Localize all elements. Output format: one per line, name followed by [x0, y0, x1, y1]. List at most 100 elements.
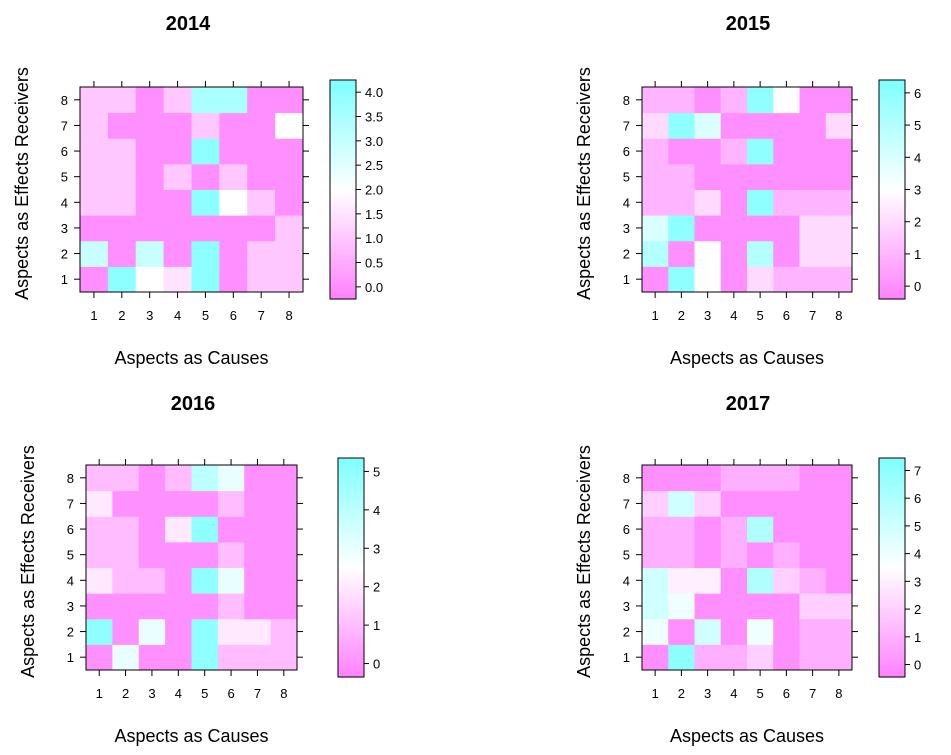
- colorbar-frame: [337, 457, 365, 678]
- heatmap-cell-2017-x1-y5: [642, 541, 669, 569]
- x-tick-label: 3: [146, 308, 153, 323]
- heatmap-cell-2017-x3-y7: [694, 490, 722, 517]
- colorbar-step: [879, 110, 905, 114]
- heatmap-cell-2014-x3-y3: [135, 215, 165, 242]
- x-tick-label: 8: [835, 308, 842, 323]
- colorbar-step: [330, 128, 356, 131]
- colorbar-step: [879, 189, 905, 193]
- heatmap-cell-2017-x4-y7: [720, 490, 748, 517]
- colorbar-step: [879, 466, 905, 470]
- colorbar-step: [338, 479, 364, 483]
- heatmap-cell-2016-x2-y2: [112, 618, 140, 645]
- colorbar-step: [879, 132, 905, 136]
- colorbar-step: [879, 86, 905, 90]
- heatmap-cell-2017-x7-y8: [799, 465, 827, 492]
- heatmap-cell-2017-x4-y5: [720, 541, 748, 569]
- heatmap-cell-2017-x4-y6: [720, 516, 748, 543]
- x-tick-label: 6: [230, 308, 237, 323]
- colorbar-step: [879, 196, 905, 199]
- colorbar-step: [338, 484, 364, 488]
- colorbar-step: [338, 633, 364, 636]
- heatmap-cell-2016-x3-y7: [138, 490, 166, 517]
- colorbar-step: [338, 602, 364, 606]
- colorbar-step: [879, 624, 905, 628]
- heatmap-cell-2017-x6-y2: [773, 618, 800, 645]
- colorbar-step: [330, 158, 356, 162]
- colorbar-step: [879, 97, 905, 101]
- heatmap-cell-2016-x1-y3: [86, 593, 113, 620]
- colorbar-tick-label: 5: [914, 519, 921, 534]
- heatmap-cell-2016-x1-y5: [86, 541, 113, 569]
- colorbar-step: [330, 121, 356, 125]
- heatmap-cell-2017-x8-y4: [825, 567, 853, 594]
- heatmap-cell-2016-x8-y7: [270, 490, 298, 517]
- heatmap-cell-2017-x6-y7: [773, 490, 800, 517]
- colorbar-step: [879, 174, 905, 177]
- colorbar-step: [338, 637, 364, 641]
- colorbar-step: [330, 259, 356, 263]
- colorbar-step: [879, 635, 905, 639]
- colorbar-step: [879, 244, 905, 248]
- colorbar-step: [338, 512, 364, 516]
- heatmap-cell-2015-x6-y4: [773, 189, 800, 216]
- heatmap-cell-2016-x1-y4: [86, 567, 113, 594]
- x-tick-label: 4: [174, 308, 181, 323]
- colorbar-step: [330, 277, 356, 280]
- colorbar-step: [330, 285, 356, 289]
- colorbar-step: [330, 237, 356, 241]
- colorbar-step: [879, 134, 905, 138]
- heatmap-cell-2014-x8-y3: [275, 215, 304, 242]
- colorbar-step: [330, 253, 356, 256]
- x-axis-label: Aspects as Causes: [670, 726, 824, 746]
- heatmap-cell-2015-x3-y8: [694, 87, 722, 114]
- colorbar-step: [330, 145, 356, 149]
- heatmap-cell-2014-x8-y6: [275, 138, 304, 165]
- colorbar-step: [338, 539, 364, 542]
- colorbar-step: [330, 123, 356, 127]
- colorbar-step: [879, 602, 905, 606]
- y-tick-label: 2: [67, 625, 74, 640]
- heatmap-cell-2014-x5-y8: [191, 87, 220, 114]
- colorbar-step: [330, 248, 356, 252]
- colorbar-step: [879, 641, 905, 645]
- colorbar-step: [879, 90, 905, 94]
- colorbar-step: [330, 119, 356, 123]
- colorbar-step: [879, 213, 905, 217]
- colorbar-step: [879, 84, 905, 88]
- heatmap-cell-2015-x2-y6: [668, 138, 695, 165]
- colorbar-step: [879, 637, 905, 641]
- x-tick-label: 1: [652, 686, 659, 701]
- colorbar-step: [879, 571, 905, 575]
- colorbar-step: [879, 655, 905, 658]
- heatmap-cell-2017-x2-y3: [668, 593, 695, 620]
- colorbar-step: [330, 279, 356, 283]
- colorbar-step: [879, 202, 905, 206]
- colorbar-step: [330, 255, 356, 258]
- colorbar-step: [879, 591, 905, 595]
- x-tick-label: 4: [175, 686, 182, 701]
- colorbar-step: [330, 163, 356, 167]
- colorbar-step: [338, 523, 364, 527]
- y-tick-label: 7: [61, 118, 68, 133]
- colorbar-step: [879, 460, 905, 463]
- heatmap-cell-2016-x1-y8: [86, 465, 113, 492]
- heatmap-cell-2015-x8-y8: [825, 87, 853, 114]
- colorbar-step: [879, 209, 905, 212]
- heatmap-cell-2015-x8-y6: [825, 138, 853, 165]
- colorbar-step: [879, 517, 905, 520]
- colorbar-step: [330, 274, 356, 278]
- colorbar-step: [879, 257, 905, 261]
- colorbar-step: [879, 292, 905, 296]
- colorbar-step: [330, 213, 356, 217]
- heatmap-cell-2015-x7-y4: [799, 189, 827, 216]
- colorbar-step: [338, 552, 364, 555]
- colorbar-step: [879, 268, 905, 272]
- colorbar-step: [879, 163, 905, 167]
- heatmap-cell-2014-x6-y4: [219, 189, 248, 216]
- colorbar-step: [338, 499, 364, 503]
- colorbar-step: [879, 589, 905, 593]
- colorbar-step: [338, 462, 364, 466]
- colorbar-step: [879, 593, 905, 597]
- colorbar-step: [338, 663, 364, 667]
